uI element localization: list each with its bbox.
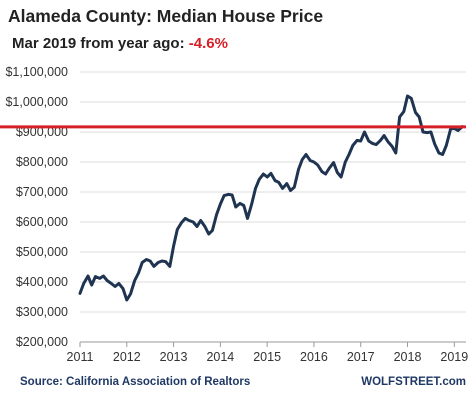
subtitle-prefix: Mar 2019 from year ago: bbox=[12, 35, 189, 52]
median-price-series-line bbox=[78, 94, 464, 302]
footer-source: Source: California Association of Realto… bbox=[20, 376, 250, 388]
y-tick-label: $700,000 bbox=[16, 185, 68, 199]
chart-title: Alameda County: Median House Price bbox=[8, 6, 323, 26]
x-tick-label: 2015 bbox=[253, 350, 281, 364]
x-tick-label: 2016 bbox=[300, 350, 328, 364]
footer-brand: WOLFSTREET.com bbox=[361, 376, 466, 388]
subtitle-change-value: -4.6% bbox=[189, 35, 228, 52]
y-tick-label: $200,000 bbox=[16, 335, 68, 349]
y-tick-label: $600,000 bbox=[16, 215, 68, 229]
x-axis-tick-marks bbox=[79, 342, 455, 347]
x-tick-label: 2011 bbox=[67, 350, 94, 364]
y-tick-label: $900,000 bbox=[16, 125, 68, 139]
y-tick-label: $800,000 bbox=[16, 155, 68, 169]
y-tick-label: $1,100,000 bbox=[5, 65, 68, 79]
x-tick-label: 2013 bbox=[160, 350, 188, 364]
x-tick-label: 2019 bbox=[440, 350, 468, 364]
y-tick-label: $300,000 bbox=[16, 305, 68, 319]
y-tick-label: $1,000,000 bbox=[5, 95, 68, 109]
x-tick-label: 2018 bbox=[394, 350, 422, 364]
horizontal-gridlines bbox=[80, 71, 466, 313]
y-axis-tick-labels: $200,000 $300,000 $400,000 $500,000 $600,000… bbox=[5, 65, 68, 349]
x-tick-label: 2012 bbox=[113, 350, 141, 364]
chart-subtitle: Mar 2019 from year ago: -4.6% bbox=[12, 35, 228, 52]
y-tick-label: $400,000 bbox=[16, 275, 68, 289]
x-tick-label: 2017 bbox=[347, 350, 375, 364]
x-tick-label: 2014 bbox=[206, 350, 234, 364]
x-axis-tick-labels: 2011 2012 2013 2014 2015 2016 2017 2018 2019 bbox=[67, 350, 469, 364]
y-tick-label: $500,000 bbox=[16, 245, 68, 259]
